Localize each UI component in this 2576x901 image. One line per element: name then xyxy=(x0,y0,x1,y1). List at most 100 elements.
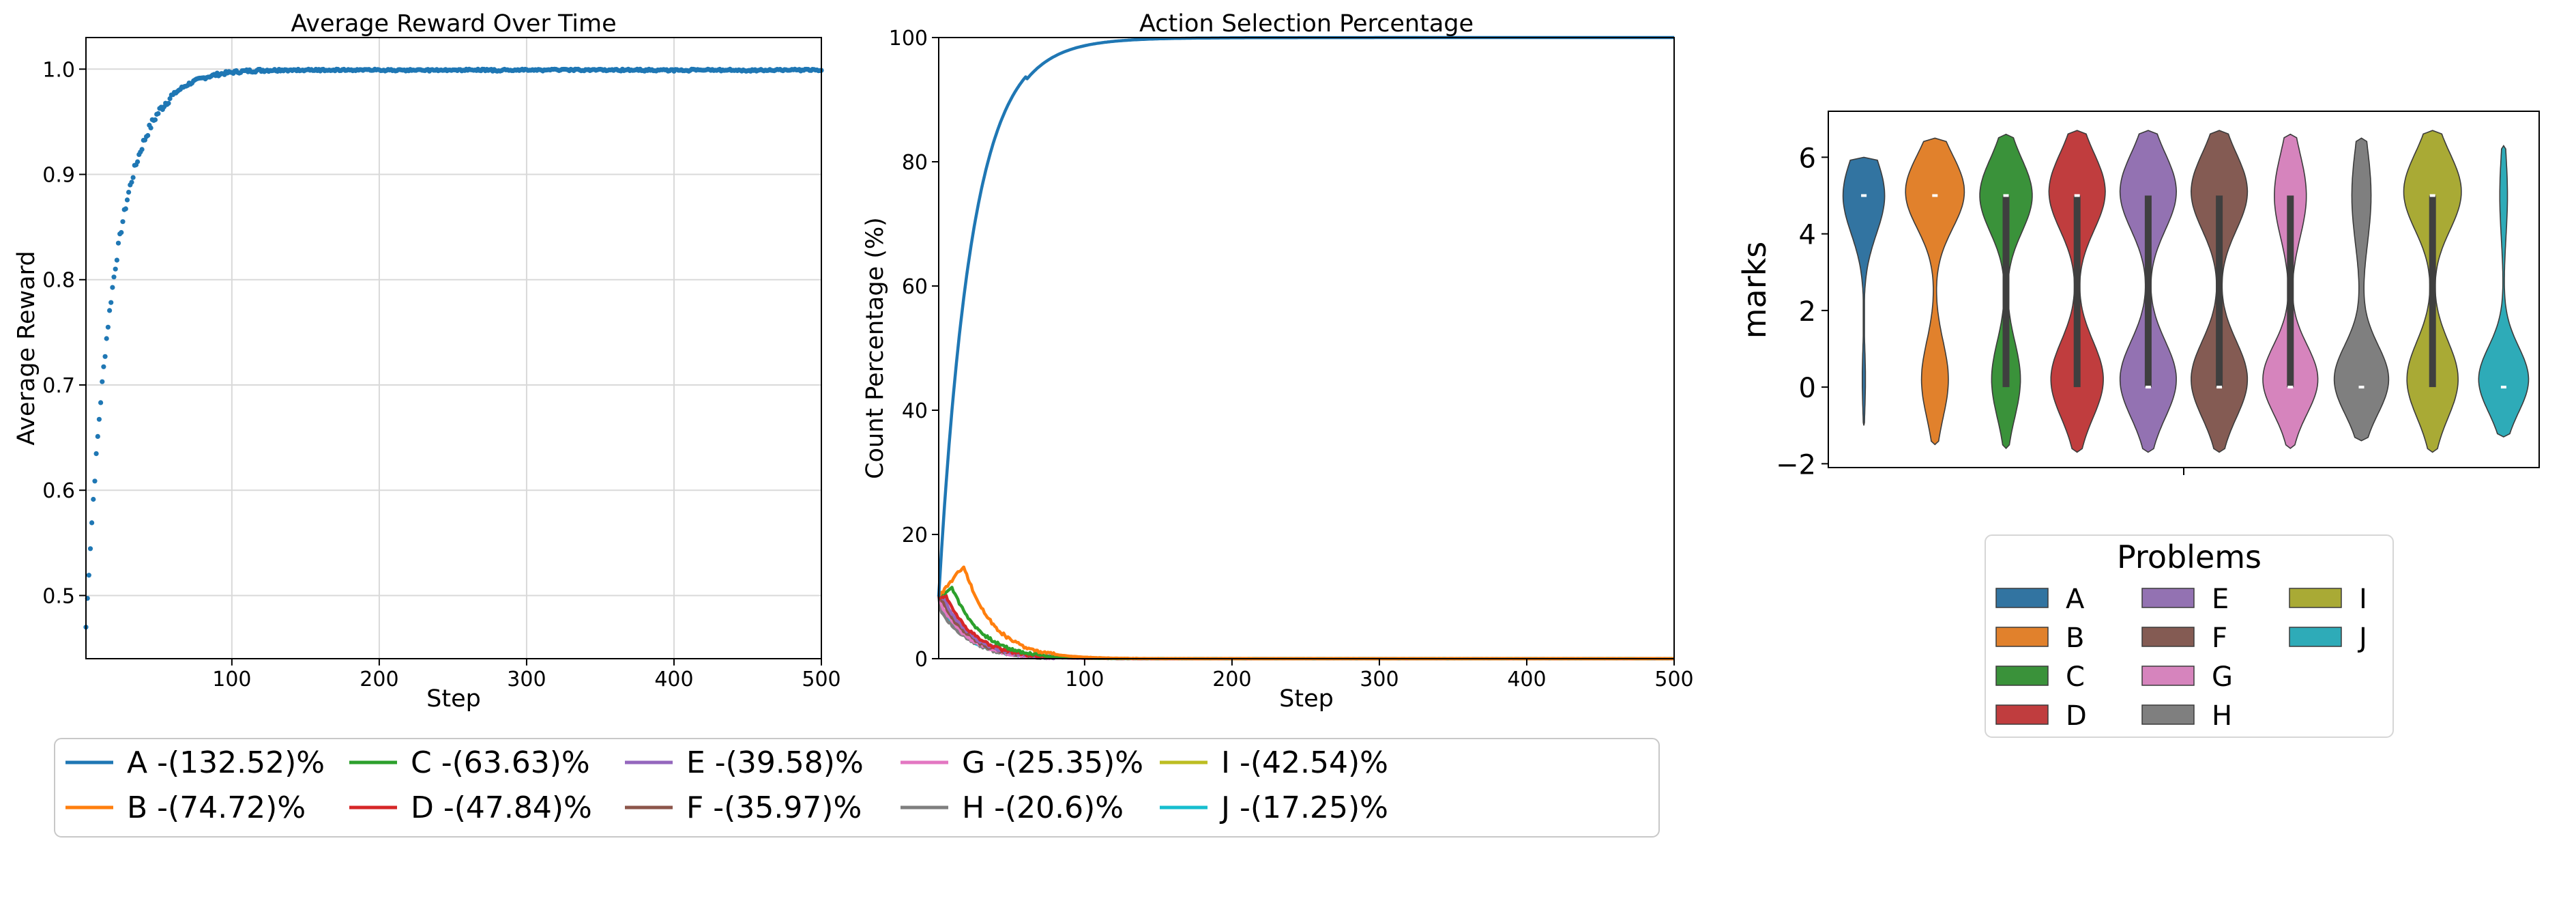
action-x-tick-label: 300 xyxy=(1360,668,1399,691)
reward-x-label: Step xyxy=(426,685,481,713)
action-legend-label: B -(74.72)% xyxy=(127,790,306,825)
reward-point xyxy=(87,546,93,552)
problems-legend-swatch xyxy=(2141,627,2195,647)
reward-point xyxy=(93,451,99,457)
reward-point xyxy=(123,206,128,212)
action-legend-label: D -(47.84)% xyxy=(411,790,592,825)
reward-point xyxy=(111,274,117,280)
reward-point xyxy=(167,96,173,102)
reward-point xyxy=(114,257,119,263)
action-series-line xyxy=(937,595,1675,661)
reward-points xyxy=(83,66,824,630)
problems-legend-swatch xyxy=(1995,627,2049,647)
action-y-tick-label: 100 xyxy=(889,27,928,51)
violin-median xyxy=(2287,386,2294,389)
violin-body xyxy=(1905,137,1965,446)
reward-y-tick-label: 1.0 xyxy=(42,58,75,82)
violin-iqr-box xyxy=(2073,195,2081,388)
problems-legend-label: J xyxy=(2357,623,2367,654)
reward-point xyxy=(130,175,136,180)
reward-y-ticks: 0.5 0.6 0.7 0.8 0.9 1.0 xyxy=(42,58,86,608)
reward-y-tick-label: 0.7 xyxy=(42,374,75,398)
reward-x-tick-label: 100 xyxy=(212,668,251,691)
action-chart: 100 200 300 400 500 0 20 40 60 80 100 Action Sele… xyxy=(862,10,1694,713)
reward-point xyxy=(166,100,171,106)
reward-point xyxy=(139,147,145,152)
violin-y-label: marks xyxy=(1736,242,1773,339)
reward-point xyxy=(100,379,105,384)
reward-point xyxy=(126,190,132,195)
violin-chart: −2 0 2 4 6 marks xyxy=(1736,111,2540,481)
reward-point xyxy=(107,308,113,313)
reward-point xyxy=(124,197,130,203)
action-legend-items: A -(132.52)% B -(74.72)% C -(63.63)% D -(47… xyxy=(65,745,1388,825)
reward-chart: 100 200 300 400 500 0.5 0.6 0.7 0.8 0.9 1.0 Avera… xyxy=(13,10,841,713)
reward-point xyxy=(156,111,161,116)
action-x-ticks: 100 200 300 400 500 xyxy=(1065,659,1694,691)
reward-point xyxy=(98,400,104,405)
reward-point xyxy=(108,300,114,305)
reward-x-tick-label: 500 xyxy=(802,668,840,691)
reward-point xyxy=(89,520,95,526)
violin-iqr-box xyxy=(2144,195,2152,388)
violin-y-ticks: −2 0 2 4 6 xyxy=(1776,143,1828,481)
action-plot-frame xyxy=(938,37,1675,659)
violin-iqr-box xyxy=(2002,195,2010,388)
reward-plot-frame xyxy=(85,37,822,659)
action-y-tick-label: 0 xyxy=(915,648,928,672)
reward-y-tick-label: 0.6 xyxy=(42,479,75,503)
reward-title: Average Reward Over Time xyxy=(291,10,616,38)
action-series-line xyxy=(937,593,1675,661)
action-series-line xyxy=(937,595,1675,661)
violin-y-tick-label: 0 xyxy=(1799,373,1816,404)
action-title: Action Selection Percentage xyxy=(1139,10,1474,38)
problems-legend-swatch xyxy=(2289,627,2342,647)
problems-legend-label: B xyxy=(2066,623,2084,654)
reward-point xyxy=(120,219,126,225)
violin-iqr-box xyxy=(2429,195,2436,388)
action-series-line xyxy=(937,595,1675,661)
reward-point xyxy=(101,364,106,369)
action-x-tick-label: 100 xyxy=(1065,668,1104,691)
action-legend-label: C -(63.63)% xyxy=(411,745,590,780)
reward-point xyxy=(110,285,115,290)
action-y-tick-label: 20 xyxy=(902,524,928,547)
action-series-lines xyxy=(937,35,1675,661)
action-legend-label: G -(25.35)% xyxy=(962,745,1143,780)
problems-legend-swatch xyxy=(1995,666,2049,686)
problems-legend-swatch xyxy=(2141,588,2195,608)
violin-y-tick-label: 6 xyxy=(1799,143,1816,174)
reward-point xyxy=(113,266,118,272)
violin-median xyxy=(2358,386,2365,389)
problems-legend-label: F xyxy=(2212,623,2227,654)
problems-legend-label: E xyxy=(2212,584,2229,615)
reward-point xyxy=(92,478,98,484)
problems-legend-swatch xyxy=(1995,588,2049,608)
problems-legend-label: C xyxy=(2066,661,2085,693)
violin-median xyxy=(1861,194,1867,197)
violin-median xyxy=(2003,194,2009,197)
reward-point xyxy=(148,125,153,130)
reward-point xyxy=(115,240,121,246)
action-series-line xyxy=(937,595,1675,661)
violin-y-tick-label: 2 xyxy=(1799,296,1816,328)
action-y-tick-label: 60 xyxy=(902,275,928,299)
violin-median xyxy=(2074,194,2080,197)
violin-body xyxy=(1842,156,1886,426)
action-series-line xyxy=(937,596,1675,661)
action-series-line xyxy=(937,595,1675,661)
reward-point xyxy=(129,180,134,185)
action-legend-label: J -(17.25)% xyxy=(1219,790,1388,825)
reward-point xyxy=(105,324,111,330)
reward-point xyxy=(145,132,151,139)
violin-y-tick-label: 4 xyxy=(1799,220,1816,251)
action-x-tick-label: 200 xyxy=(1212,668,1251,691)
reward-point xyxy=(104,336,109,341)
action-y-tick-label: 80 xyxy=(902,151,928,175)
action-y-label: Count Percentage (%) xyxy=(862,217,889,479)
reward-x-tick-label: 300 xyxy=(507,668,546,691)
action-x-tick-label: 400 xyxy=(1507,668,1546,691)
reward-point xyxy=(96,416,102,422)
